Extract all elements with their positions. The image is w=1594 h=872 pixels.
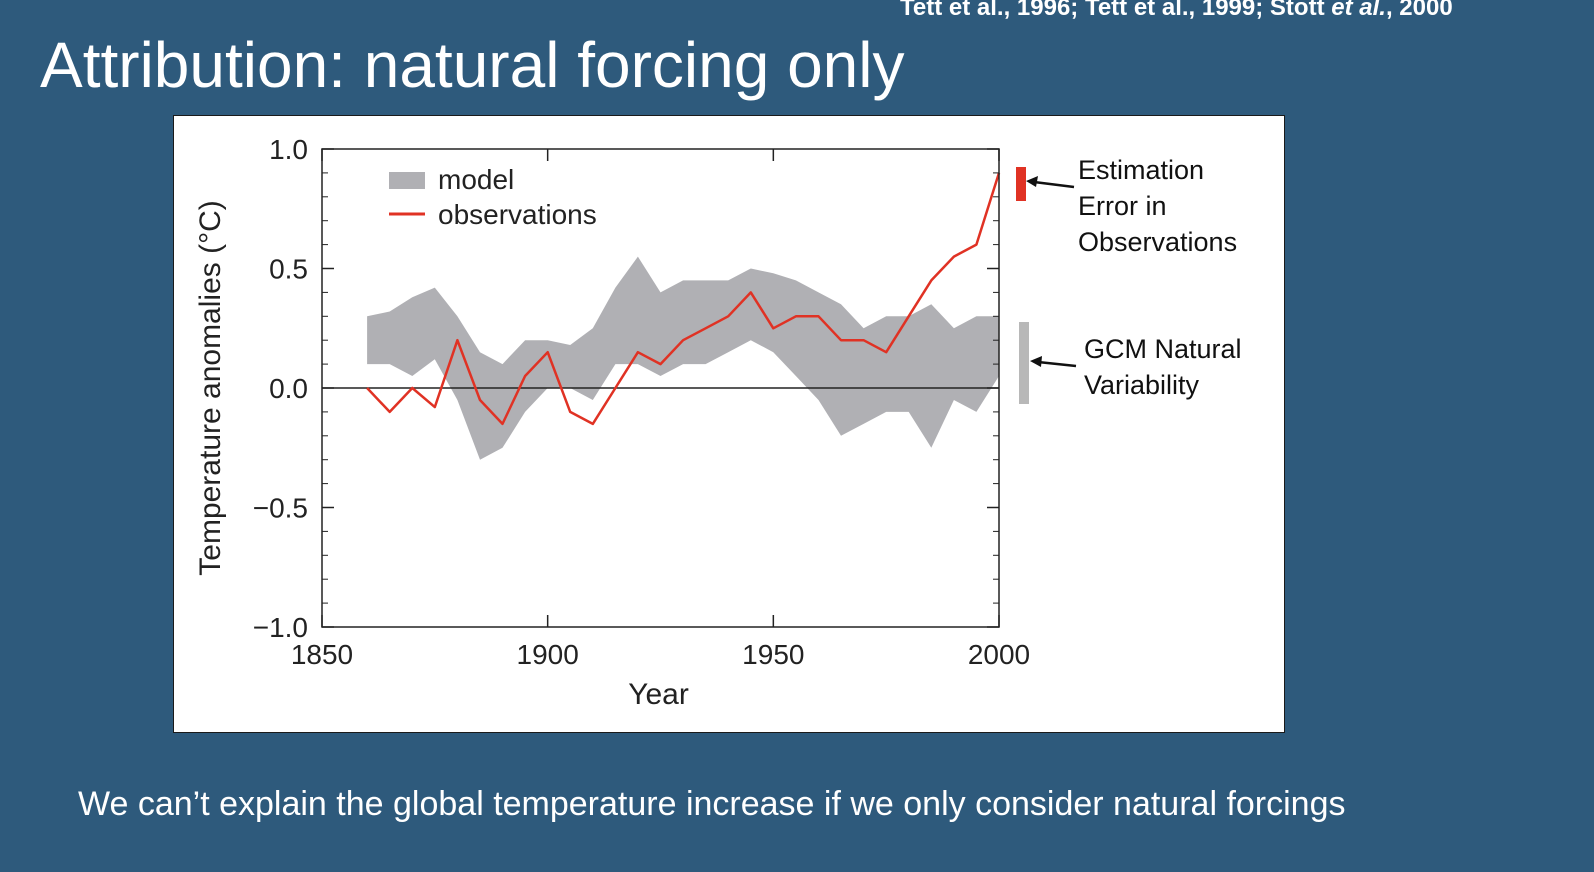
gcm-arrow-head bbox=[1030, 356, 1042, 367]
y-tick-label: 0.0 bbox=[269, 373, 308, 404]
estimation-arrow-head bbox=[1026, 176, 1038, 187]
legend-model-swatch bbox=[389, 172, 425, 189]
y-tick-label: −0.5 bbox=[253, 493, 308, 524]
x-tick-label: 2000 bbox=[968, 639, 1030, 670]
y-tick-label: −1.0 bbox=[253, 612, 308, 643]
model-band bbox=[367, 256, 1000, 460]
estimation-label-line: Observations bbox=[1078, 227, 1237, 257]
citation-end: , 2000 bbox=[1385, 0, 1453, 21]
x-tick-label: 1850 bbox=[291, 639, 353, 670]
legend-model-label: model bbox=[438, 164, 514, 195]
x-axis-label: Year bbox=[628, 678, 689, 711]
gcm-variability-bar bbox=[1019, 322, 1029, 404]
estimation-label-line: Estimation bbox=[1078, 155, 1204, 185]
estimation-error-bar bbox=[1016, 167, 1026, 201]
citation-text: Tett et al., 1996; Tett et al., 1999; St… bbox=[900, 0, 1332, 21]
estimation-label-line: Error in bbox=[1078, 191, 1167, 221]
citation: Tett et al., 1996; Tett et al., 1999; St… bbox=[900, 0, 1594, 22]
citation-italic: et al. bbox=[1331, 0, 1386, 21]
caption: We can’t explain the global temperature … bbox=[78, 785, 1346, 823]
y-tick-label: 0.5 bbox=[269, 254, 308, 285]
slide-title: Attribution: natural forcing only bbox=[40, 29, 905, 101]
y-tick-label: 1.0 bbox=[269, 134, 308, 165]
gcm-label-line: Variability bbox=[1084, 370, 1200, 400]
gcm-label-line: GCM Natural bbox=[1084, 334, 1242, 364]
y-axis-label: Temperature anomalies (°C) bbox=[194, 200, 227, 575]
legend-observations-label: observations bbox=[438, 199, 597, 230]
figure-frame: 1.0 0.5 0.0 −0.5 −1.0 1850 1900 1950 2000 Year Tem… bbox=[173, 115, 1285, 733]
observations-line bbox=[366, 172, 1001, 426]
x-tick-label: 1900 bbox=[517, 639, 579, 670]
gcm-arrow bbox=[1037, 360, 1077, 368]
estimation-arrow bbox=[1033, 180, 1075, 189]
x-tick-label: 1950 bbox=[742, 639, 804, 670]
